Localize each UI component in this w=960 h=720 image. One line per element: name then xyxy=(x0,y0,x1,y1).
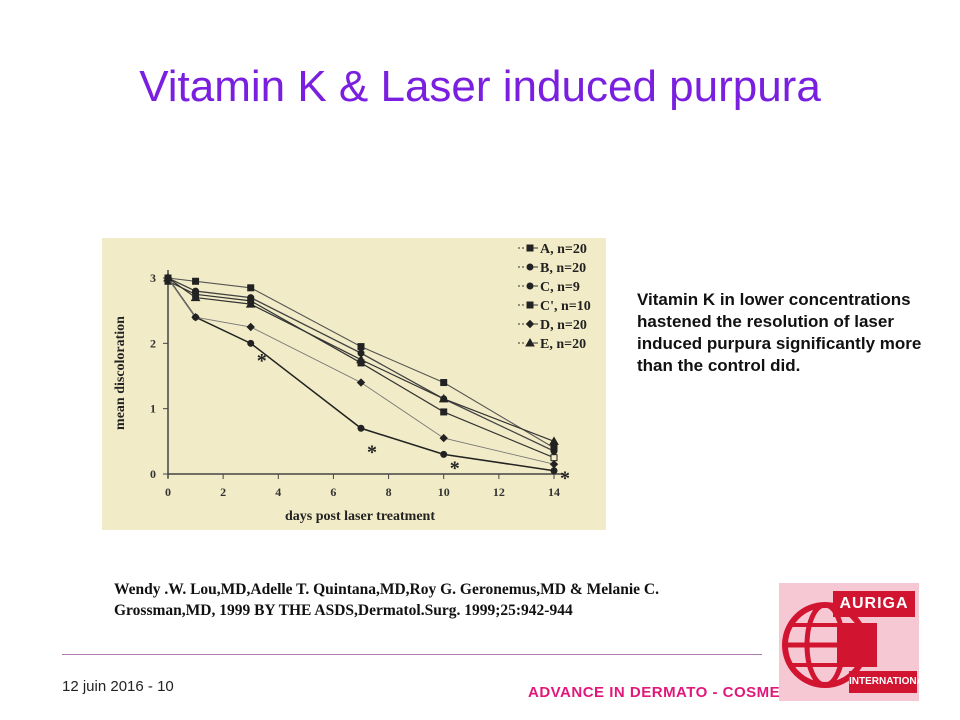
legend-label: B, n=20 xyxy=(540,261,586,276)
legend-marker xyxy=(525,319,535,329)
data-point xyxy=(440,408,448,416)
series-line xyxy=(167,277,555,449)
significance-marker: * xyxy=(257,350,267,372)
data-point xyxy=(550,447,558,455)
y-tick-label: 1 xyxy=(150,402,156,416)
legend-marker xyxy=(526,263,534,271)
data-point xyxy=(246,322,255,332)
legend-marker xyxy=(526,244,534,252)
data-point xyxy=(163,272,173,282)
data-point xyxy=(549,459,559,469)
data-point xyxy=(549,436,559,445)
x-axis-label: days post laser treatment xyxy=(285,509,435,524)
legend-label: C', n=10 xyxy=(540,299,591,314)
legend-marker xyxy=(526,301,534,309)
y-tick-label: 0 xyxy=(150,467,156,481)
data-point xyxy=(356,354,366,364)
summary-note: Vitamin K in lower concentrations hasten… xyxy=(637,290,922,375)
slide-title: Vitamin K & Laser induced purpura xyxy=(139,62,821,111)
logo-wordmark: AURIGA xyxy=(833,591,915,617)
x-tick-label: 4 xyxy=(275,485,281,499)
logo-subtitle: INTERNATIONAL xyxy=(849,671,930,693)
citation-line-2: Grossman,MD, 1999 BY THE ASDS,Dermatol.S… xyxy=(114,602,573,619)
data-point xyxy=(356,378,366,387)
significance-marker: * xyxy=(367,441,377,463)
data-point xyxy=(438,393,449,403)
data-point xyxy=(247,284,255,292)
x-tick-label: 14 xyxy=(548,485,560,499)
y-tick-label: 3 xyxy=(150,271,156,285)
x-tick-label: 0 xyxy=(165,485,171,499)
legend-marker xyxy=(525,337,535,347)
globe-icon xyxy=(782,602,877,688)
data-point xyxy=(245,299,256,308)
x-tick-label: 12 xyxy=(493,485,505,499)
citation-line-1: Wendy .W. Lou,MD,Adelle T. Quintana,MD,R… xyxy=(114,581,659,598)
significance-marker: * xyxy=(560,468,570,490)
data-point xyxy=(440,379,448,387)
legend-label: E, n=20 xyxy=(540,337,586,352)
legend-marker xyxy=(526,282,534,290)
series-line xyxy=(167,277,555,472)
x-tick-label: 10 xyxy=(438,485,450,499)
data-point xyxy=(439,433,448,443)
legend-label: D, n=20 xyxy=(540,318,587,333)
footer-divider xyxy=(62,654,762,655)
data-point xyxy=(190,292,201,302)
chart-panel: 0 2 4 6 8 10 12 14 0 1 2 3 * * * * A, n=20 B, n=20 C, n=… xyxy=(102,238,606,530)
citation: Wendy .W. Lou,MD,Adelle T. Quintana,MD,R… xyxy=(114,579,794,621)
footer-brand: ADVANCE IN DERMATO - COSMETOLOGY xyxy=(528,684,847,701)
footer-date: 12 juin 2016 - 10 xyxy=(62,678,174,695)
x-tick-label: 2 xyxy=(220,485,226,499)
series-line xyxy=(167,277,555,465)
legend-label: A, n=20 xyxy=(540,242,587,257)
data-point xyxy=(550,467,558,475)
y-axis-label: mean discoloration xyxy=(113,316,128,430)
x-tick-label: 8 xyxy=(386,485,392,499)
significance-marker: * xyxy=(450,458,460,480)
y-tick-label: 2 xyxy=(150,336,156,350)
data-point xyxy=(192,277,200,285)
data-point xyxy=(440,450,448,458)
auriga-logo: AURIGA INTERNATIONAL xyxy=(779,583,930,701)
data-point xyxy=(550,454,558,462)
data-point xyxy=(357,343,365,351)
series-line xyxy=(167,277,555,442)
data-point xyxy=(247,339,255,347)
data-point xyxy=(191,312,200,322)
x-tick-label: 6 xyxy=(330,485,336,499)
data-point xyxy=(357,424,365,432)
legend-label: C, n=9 xyxy=(540,280,580,295)
series-line xyxy=(167,277,555,452)
